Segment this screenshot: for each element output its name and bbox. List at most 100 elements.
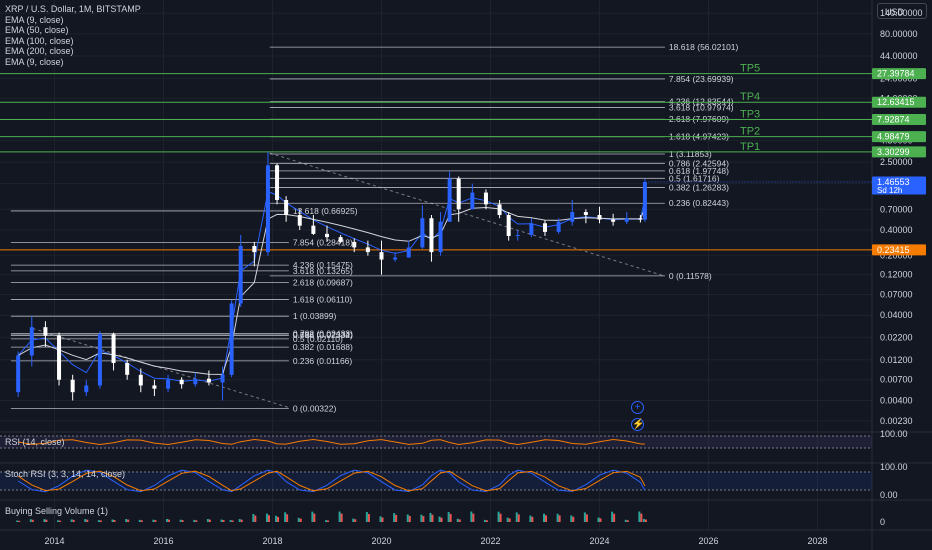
volume-buy-bar xyxy=(642,518,645,522)
indicator-ema-9[interactable]: EMA (9, close) xyxy=(5,14,64,25)
price-tick: 0.04000 xyxy=(880,310,913,320)
candle-body xyxy=(515,234,520,237)
candle-body xyxy=(365,247,370,253)
volume-buy-bar xyxy=(275,515,278,522)
candle-body xyxy=(238,245,243,304)
volume-sell-bar xyxy=(168,519,171,522)
volume-sell-bar xyxy=(499,513,502,522)
price-tag xyxy=(872,96,926,108)
volume-buy-bar xyxy=(447,511,450,522)
volume-buy-bar xyxy=(506,517,509,522)
price-tag-label: 1.46553 xyxy=(877,177,910,187)
candle-body xyxy=(193,378,198,385)
currency-button[interactable]: USD xyxy=(877,3,927,19)
add-plus-icon[interactable]: + xyxy=(631,401,644,414)
time-tick: 2026 xyxy=(698,536,718,546)
volume-buy-bar xyxy=(152,519,155,522)
volume-buy-bar xyxy=(420,514,423,522)
candle-body xyxy=(284,199,289,215)
candles[interactable] xyxy=(16,151,647,401)
fib-label: 1.618 (0.06110) xyxy=(293,295,353,305)
indicator-ema-9b[interactable]: EMA (9, close) xyxy=(5,56,64,67)
price-tick: 80.00000 xyxy=(880,29,918,39)
volume-buy-bar xyxy=(220,519,223,522)
fib-label: 0.702 (0.02433) xyxy=(293,329,353,339)
volume-buy-bar xyxy=(352,518,355,522)
candle-body xyxy=(252,245,257,253)
volume-label[interactable]: Buying Selling Volume (1) xyxy=(5,506,109,516)
price-tick: 0.70000 xyxy=(880,204,913,214)
price-tag-label: 27.39784 xyxy=(877,69,915,79)
candle-body xyxy=(624,218,629,222)
volume-sell-bar xyxy=(572,516,575,522)
volume-buy-bar xyxy=(515,512,518,522)
candle-body xyxy=(529,223,534,235)
volume-sell-bar xyxy=(286,514,289,522)
volume-buy-bar xyxy=(179,519,182,522)
volume-buy-bar xyxy=(583,512,586,522)
volume-buy-bar xyxy=(338,511,341,522)
candle-body xyxy=(57,335,62,380)
volume-sell-bar xyxy=(86,519,89,522)
stoch-rsi-label[interactable]: Stoch RSI (3, 3, 14, 14, close) xyxy=(5,469,126,479)
rsi-label[interactable]: RSI (14, close) xyxy=(5,437,65,447)
stoch-d-line xyxy=(17,470,646,492)
indicator-ema-200[interactable]: EMA (200, close) xyxy=(5,46,74,57)
price-tick: 0.00700 xyxy=(880,375,913,385)
candle-body xyxy=(297,215,302,226)
volume-buy-bar xyxy=(311,511,314,522)
volume-sell-bar xyxy=(327,520,329,522)
candle-body xyxy=(275,165,280,200)
indicator-ema-50[interactable]: EMA (50, close) xyxy=(5,25,69,36)
volume-pane[interactable] xyxy=(16,511,647,522)
indicator-ema-100[interactable]: EMA (100, close) xyxy=(5,35,74,46)
price-tick: 44.00000 xyxy=(880,51,918,61)
candle-body xyxy=(166,379,171,389)
volume-buy-bar xyxy=(379,516,382,522)
fib-label: 18.618 (56.02101) xyxy=(669,42,739,52)
price-tag xyxy=(872,176,926,195)
volume-sell-bar xyxy=(440,517,443,522)
volume-sell-bar xyxy=(340,513,343,522)
candle-body xyxy=(111,334,116,364)
candle-body xyxy=(570,212,575,222)
fib-label: 4.236 (12.83544) xyxy=(669,97,734,107)
candle-body xyxy=(265,165,270,253)
lightning-icon[interactable]: ⚡ xyxy=(631,418,645,431)
volume-sell-bar xyxy=(45,519,48,522)
trendlines xyxy=(32,152,666,409)
rsi-band xyxy=(0,436,872,448)
volume-sell-bar xyxy=(626,520,629,522)
volume-buy-bar xyxy=(97,520,100,522)
volume-sell-bar xyxy=(99,520,102,522)
candle-body xyxy=(483,192,488,205)
volume-sell-bar xyxy=(31,519,34,522)
volume-sell-bar xyxy=(613,513,616,522)
candle-body xyxy=(638,218,643,220)
volume-buy-bar xyxy=(238,519,241,522)
fib-label: 7.854 (23.69939) xyxy=(669,74,734,84)
fib-label: 0.5 (0.02110) xyxy=(293,334,343,344)
price-tag xyxy=(872,68,926,80)
fib-label: 0.618 (1.97748) xyxy=(669,166,729,176)
fib-label: 0.618 (0.02332) xyxy=(293,330,353,340)
stoch-rsi-pane[interactable] xyxy=(0,469,872,493)
rsi-pane[interactable] xyxy=(0,435,872,449)
time-tick: 2018 xyxy=(262,536,282,546)
volume-sell-bar xyxy=(449,513,452,522)
volume-sell-bar xyxy=(367,514,370,522)
volume-buy-bar xyxy=(125,519,128,522)
time-tick: 2028 xyxy=(807,536,827,546)
candle-body xyxy=(506,215,511,237)
volume-buy-bar xyxy=(70,519,73,522)
fib-label: 0.382 (1.26283) xyxy=(669,182,729,192)
volume-sell-bar xyxy=(59,520,62,522)
volume-sell-bar xyxy=(558,515,561,522)
volume-sell-bar xyxy=(422,516,425,522)
symbol-title[interactable]: XRP / U.S. Dollar, 1M, BITSTAMP xyxy=(5,4,141,14)
time-scale[interactable]: 2014 2016 2018 2020 2022 2024 2026 2028 xyxy=(44,536,827,546)
price-scale[interactable]: 140.0000080.0000044.0000024.0000014.0000… xyxy=(872,8,926,527)
volume-buy-bar xyxy=(597,517,600,522)
price-tag-label: 4.98479 xyxy=(877,132,910,142)
